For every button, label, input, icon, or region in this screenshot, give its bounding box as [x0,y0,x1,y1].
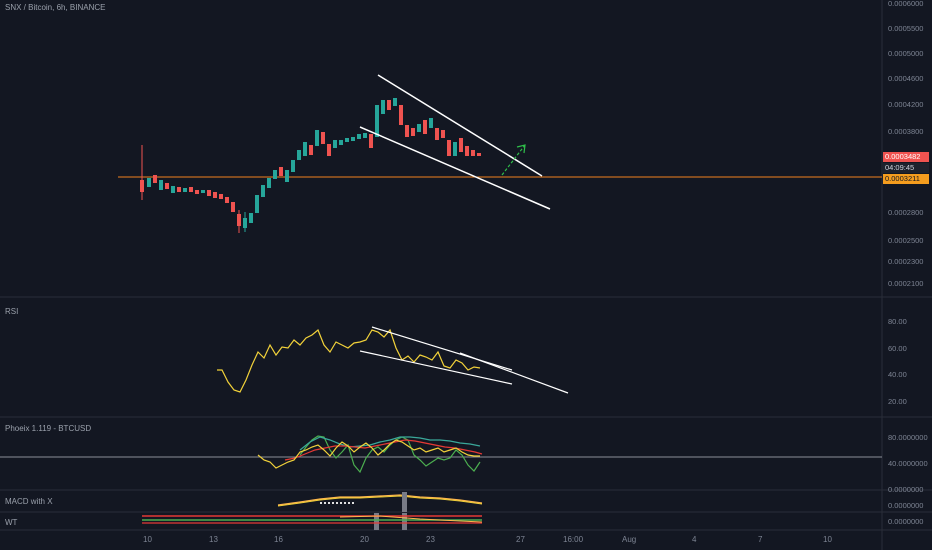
rsi-trendline-lower [359,350,513,385]
last-price-badge: 0.0003482 [883,152,929,162]
macd-title: MACD with X [5,497,53,506]
hline-price-badge: 0.0003211 [883,174,929,184]
candlesticks [140,98,481,233]
time-tick: 27 [516,535,525,544]
rsi-line [217,328,481,393]
time-tick: 10 [143,535,152,544]
price-tick: 0.0005500 [888,24,924,33]
rsi-tick: 80.00 [888,317,907,326]
price-tick: 0.0004600 [888,74,924,83]
breakout-arrow [501,144,526,176]
time-tick: 16:00 [563,535,584,544]
trendline-lower [359,126,551,210]
price-tick: 0.0004200 [888,100,924,109]
phoenix-tick: 0.0000000 [888,485,924,494]
macd-signal [277,495,483,507]
time-tick: 10 [823,535,832,544]
rsi-tick: 20.00 [888,397,907,406]
chart-title: SNX / Bitcoin, 6h, BINANCE [5,3,106,12]
macd-histogram [320,502,354,504]
rsi-trendline-extension [459,352,569,394]
price-tick: 0.0002100 [888,279,924,288]
time-tick: 7 [758,535,763,544]
phoenix-tick: 40.0000000 [888,459,928,468]
wt-tick: 0.0000000 [888,517,924,526]
macd-tick: 0.0000000 [888,501,924,510]
price-tick: 0.0006000 [888,0,924,8]
price-tick: 0.0002500 [888,236,924,245]
phoenix-yellow-line [257,439,480,469]
price-tick: 0.0005000 [888,49,924,58]
time-tick: 13 [209,535,218,544]
phoenix-tick: 80.0000000 [888,433,928,442]
price-tick: 0.0002800 [888,208,924,217]
countdown-badge: 04:09:45 [883,163,929,173]
time-tick: 4 [692,535,697,544]
time-tick: Aug [622,535,637,544]
price-tick: 0.0003800 [888,127,924,136]
time-tick: 23 [426,535,435,544]
price-tick: 0.0002300 [888,257,924,266]
time-tick: 20 [360,535,369,544]
wt-title: WT [5,518,18,527]
phoenix-title: Phoeix 1.119 - BTCUSD [5,424,92,433]
rsi-title: RSI [5,307,19,316]
rsi-tick: 60.00 [888,344,907,353]
phoenix-green-line [299,435,481,474]
macd-line [277,494,483,506]
phoenix-red-line [284,439,483,461]
trendline-upper [377,74,543,177]
time-tick: 16 [274,535,283,544]
phoenix-teal-line [299,436,481,451]
rsi-tick: 40.00 [888,370,907,379]
rsi-trendline-upper [371,326,513,371]
